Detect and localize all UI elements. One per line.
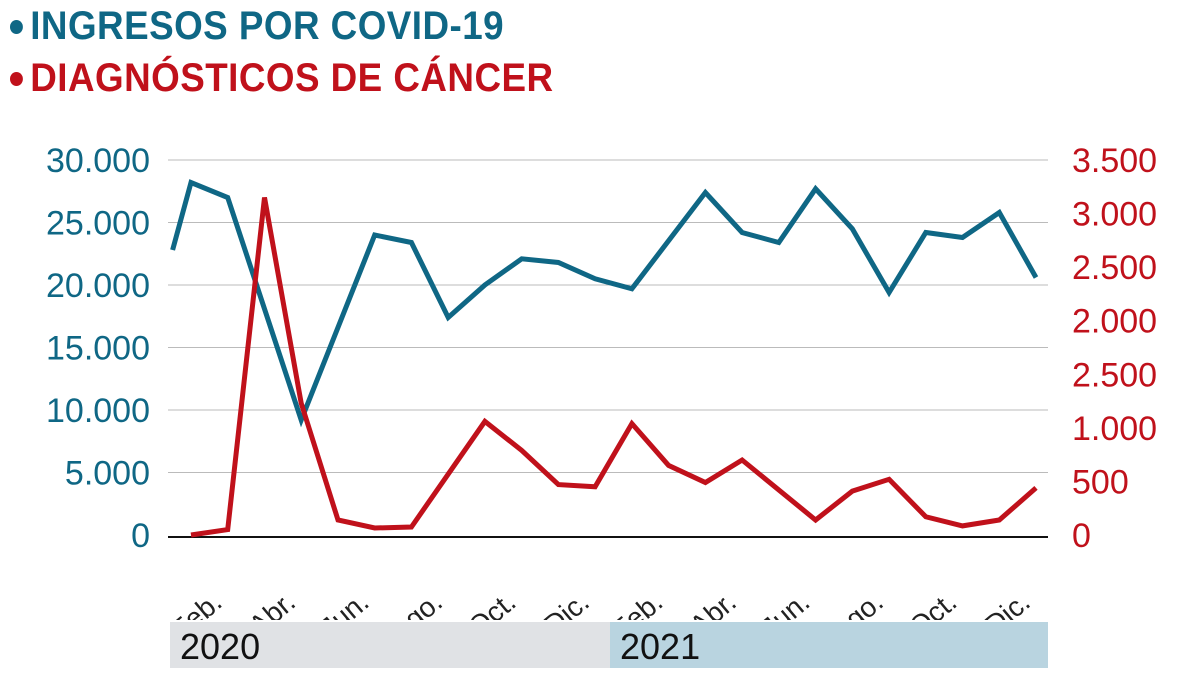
- covid-admissions-line: [170, 179, 1039, 428]
- left-axis-tick-label: 0: [131, 517, 150, 555]
- legend-cancer: DIAGNÓSTICOS DE CÁNCER: [10, 56, 554, 101]
- left-axis-tick-label: 30.000: [46, 142, 150, 180]
- line-chart: 0 5.000 10.000 15.000 20.000 25.000 30.000 0 500…: [46, 142, 1157, 620]
- right-axis-tick-label: 2.500: [1072, 356, 1157, 394]
- x-axis-tick-label: Dic.: [979, 586, 1036, 620]
- year-label-2020: 2020: [180, 626, 261, 667]
- x-axis-tick-label: Feb.: [606, 586, 669, 620]
- x-axis-tick-label: Ago.: [384, 586, 448, 620]
- x-axis-tick-label: Oct.: [462, 586, 521, 620]
- cancer-diagnoses-line: [190, 197, 1038, 538]
- year-label-2021: 2021: [620, 626, 701, 667]
- x-axis-tick-label: Feb.: [165, 586, 228, 620]
- x-axis-tick-label: Dic.: [538, 586, 595, 620]
- x-axis-tick-label: Abr.: [243, 586, 301, 620]
- legend-covid-label: INGRESOS POR COVID-19: [30, 4, 505, 48]
- legend-covid: INGRESOS POR COVID-19: [10, 4, 504, 49]
- right-axis-tick-label: 2.500: [1072, 249, 1157, 287]
- right-axis-tick-label: 1.000: [1072, 410, 1157, 448]
- x-axis-tick-label: Abr.: [684, 586, 742, 620]
- right-axis-tick-label: 0: [1072, 517, 1091, 555]
- left-axis-tick-label: 25.000: [46, 205, 150, 243]
- left-axis-tick-label: 15.000: [46, 330, 150, 368]
- left-axis-tick-label: 10.000: [46, 392, 150, 430]
- x-axis-tick-label: Oct.: [903, 586, 962, 620]
- legend-cancer-dot-icon: [10, 71, 23, 86]
- year-band-2020: 2020: [170, 622, 610, 668]
- x-axis-tick-label: Jun.: [755, 586, 815, 620]
- year-band-2021: 2021: [610, 622, 1048, 668]
- right-axis-tick-label: 3.500: [1072, 142, 1157, 180]
- right-axis-tick-label: 3.000: [1072, 196, 1157, 234]
- legend-covid-dot-icon: [10, 19, 23, 34]
- legend-cancer-label: DIAGNÓSTICOS DE CÁNCER: [30, 56, 554, 100]
- left-axis-tick-label: 5.000: [65, 455, 150, 493]
- right-axis-tick-label: 500: [1072, 463, 1129, 501]
- x-axis-tick-label: Jun.: [314, 586, 374, 620]
- x-axis-tick-label: Ago.: [825, 586, 889, 620]
- left-axis-tick-label: 20.000: [46, 267, 150, 305]
- right-axis-tick-label: 2.000: [1072, 303, 1157, 341]
